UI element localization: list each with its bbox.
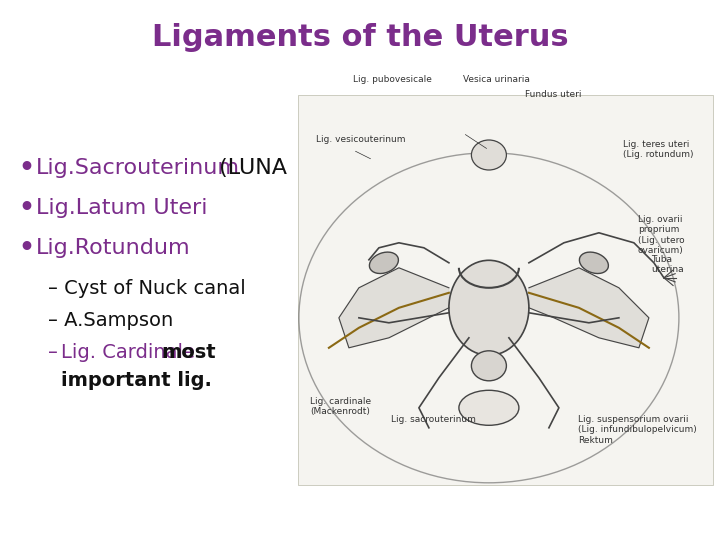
Text: Lig. sacrouterinum: Lig. sacrouterinum	[390, 415, 475, 424]
Text: –: –	[48, 342, 64, 361]
Ellipse shape	[472, 140, 506, 170]
Polygon shape	[339, 268, 449, 348]
Text: Lig. ovarii
proprium
(Lig. utero
ovaricum): Lig. ovarii proprium (Lig. utero ovaricu…	[638, 215, 685, 255]
Text: most: most	[161, 342, 215, 361]
Text: •: •	[18, 156, 34, 180]
Text: Lig. teres uteri
(Lig. rotundum): Lig. teres uteri (Lig. rotundum)	[623, 140, 693, 159]
Text: – A.Sampson: – A.Sampson	[48, 310, 174, 329]
Text: Tuba
uterina: Tuba uterina	[651, 255, 683, 274]
Bar	[298, 95, 713, 485]
Text: Lig.Sacrouterinum: Lig.Sacrouterinum	[36, 158, 240, 178]
Text: •: •	[18, 196, 34, 220]
Text: Lig. cardinale
(Mackenrodt): Lig. cardinale (Mackenrodt)	[310, 397, 371, 416]
Text: Lig. vesicouterinum: Lig. vesicouterinum	[316, 135, 405, 144]
Text: •: •	[18, 236, 34, 260]
Text: Lig. Cardinale: Lig. Cardinale	[61, 342, 202, 361]
Ellipse shape	[580, 252, 608, 273]
Text: Ligaments of the Uterus: Ligaments of the Uterus	[152, 24, 568, 52]
Text: Lig.Rotundum: Lig.Rotundum	[36, 238, 191, 258]
Text: Lig. pubovesicale: Lig. pubovesicale	[353, 75, 432, 84]
Text: important lig.: important lig.	[61, 370, 212, 389]
Text: Fundus uteri: Fundus uteri	[525, 90, 582, 99]
Text: (LUNA: (LUNA	[212, 158, 287, 178]
Ellipse shape	[449, 260, 529, 355]
Text: Vesica urinaria: Vesica urinaria	[463, 75, 530, 84]
Text: Lig.Latum Uteri: Lig.Latum Uteri	[36, 198, 207, 218]
Polygon shape	[529, 268, 649, 348]
Text: Lig. suspensorium ovarii
(Lig. infundibulopelvicum)
Rektum: Lig. suspensorium ovarii (Lig. infundibu…	[578, 415, 697, 445]
Ellipse shape	[459, 390, 519, 426]
Text: – Cyst of Nuck canal: – Cyst of Nuck canal	[48, 279, 246, 298]
Ellipse shape	[369, 252, 398, 273]
Ellipse shape	[472, 351, 506, 381]
